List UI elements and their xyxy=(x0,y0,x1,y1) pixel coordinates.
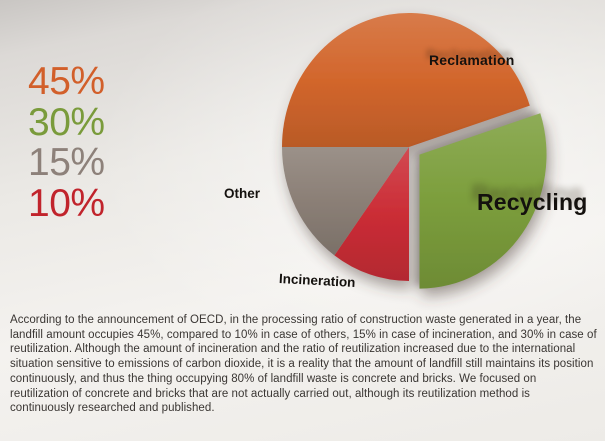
pie-slice-reclamation xyxy=(282,12,530,148)
pie-slice-recycling xyxy=(419,113,547,289)
legend-value-recycling: 30% xyxy=(28,100,105,144)
description-paragraph: According to the announcement of OECD, i… xyxy=(10,314,597,415)
pie-chart xyxy=(282,12,547,289)
percentage-legend: 45% 30% 15% 10% xyxy=(28,60,105,225)
legend-value-reclamation: 45% xyxy=(28,60,105,103)
pie-slice-label-recycling: Recycling xyxy=(477,189,588,215)
pie-slice-incineration xyxy=(334,147,409,281)
pie-slice-other xyxy=(282,147,409,256)
legend-value-other: 15% xyxy=(28,141,105,184)
pie-slice-label-other: Other xyxy=(224,186,261,201)
legend-value-incineration: 10% xyxy=(28,181,105,225)
pie-slice-label-reclamation: Reclamation xyxy=(429,52,515,68)
